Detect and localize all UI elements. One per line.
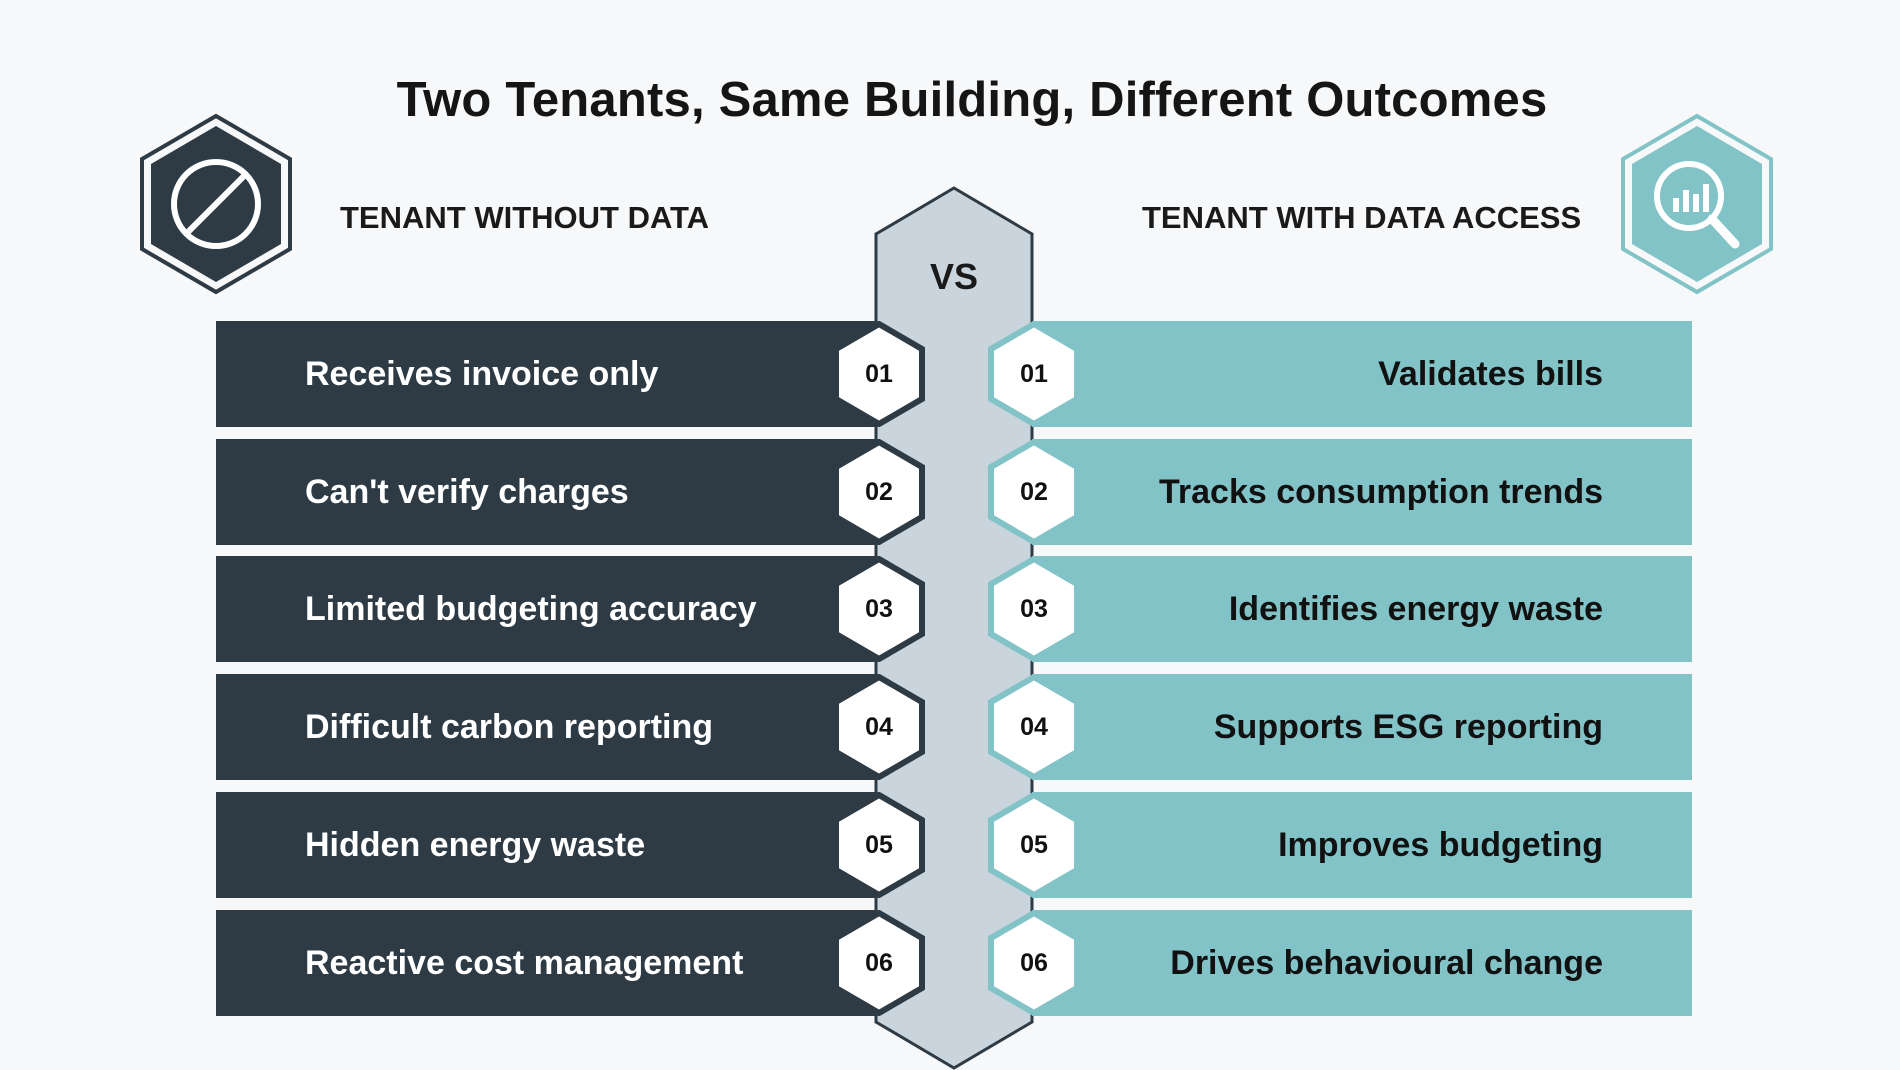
left-badge-number: 02	[865, 477, 893, 506]
right-badge-number: 04	[1020, 712, 1048, 741]
left-badge-number: 05	[865, 830, 893, 859]
right-badge-5: 05	[988, 792, 1080, 898]
left-row-2: Can't verify charges	[216, 439, 876, 545]
right-badge-number: 06	[1020, 948, 1048, 977]
left-badge-3: 03	[833, 556, 925, 662]
left-row-4: Difficult carbon reporting	[216, 674, 876, 780]
left-badge-2: 02	[833, 439, 925, 545]
left-badge-number: 01	[865, 359, 893, 388]
right-badge-3: 03	[988, 556, 1080, 662]
right-row-5: Improves budgeting	[1032, 792, 1692, 898]
right-badge-number: 02	[1020, 477, 1048, 506]
left-badge-4: 04	[833, 674, 925, 780]
prohibited-icon	[140, 113, 292, 295]
left-row-5: Hidden energy waste	[216, 792, 876, 898]
left-row-3: Limited budgeting accuracy	[216, 556, 876, 662]
right-row-1: Validates bills	[1032, 321, 1692, 427]
right-row-2: Tracks consumption trends	[1032, 439, 1692, 545]
page-title: Two Tenants, Same Building, Different Ou…	[396, 73, 1548, 127]
right-row-3: Identifies energy waste	[1032, 556, 1692, 662]
right-badge-number: 03	[1020, 594, 1048, 623]
left-badge-1: 01	[833, 321, 925, 427]
magnifier-chart-icon	[1621, 113, 1773, 295]
right-badge-number: 01	[1020, 359, 1048, 388]
right-badge-1: 01	[988, 321, 1080, 427]
left-badge-6: 06	[833, 910, 925, 1016]
left-badge-number: 04	[865, 712, 893, 741]
left-row-1: Receives invoice only	[216, 321, 876, 427]
vs-label: VS	[929, 256, 979, 297]
right-row-6: Drives behavioural change	[1032, 910, 1692, 1016]
right-heading: TENANT WITH DATA ACCESS	[1142, 200, 1582, 235]
left-row-6: Reactive cost management	[216, 910, 876, 1016]
right-row-4: Supports ESG reporting	[1032, 674, 1692, 780]
left-badge-number: 06	[865, 948, 893, 977]
left-badge-5: 05	[833, 792, 925, 898]
left-heading: TENANT WITHOUT DATA	[340, 200, 710, 235]
right-badge-4: 04	[988, 674, 1080, 780]
right-badge-2: 02	[988, 439, 1080, 545]
right-badge-6: 06	[988, 910, 1080, 1016]
right-badge-number: 05	[1020, 830, 1048, 859]
left-badge-number: 03	[865, 594, 893, 623]
